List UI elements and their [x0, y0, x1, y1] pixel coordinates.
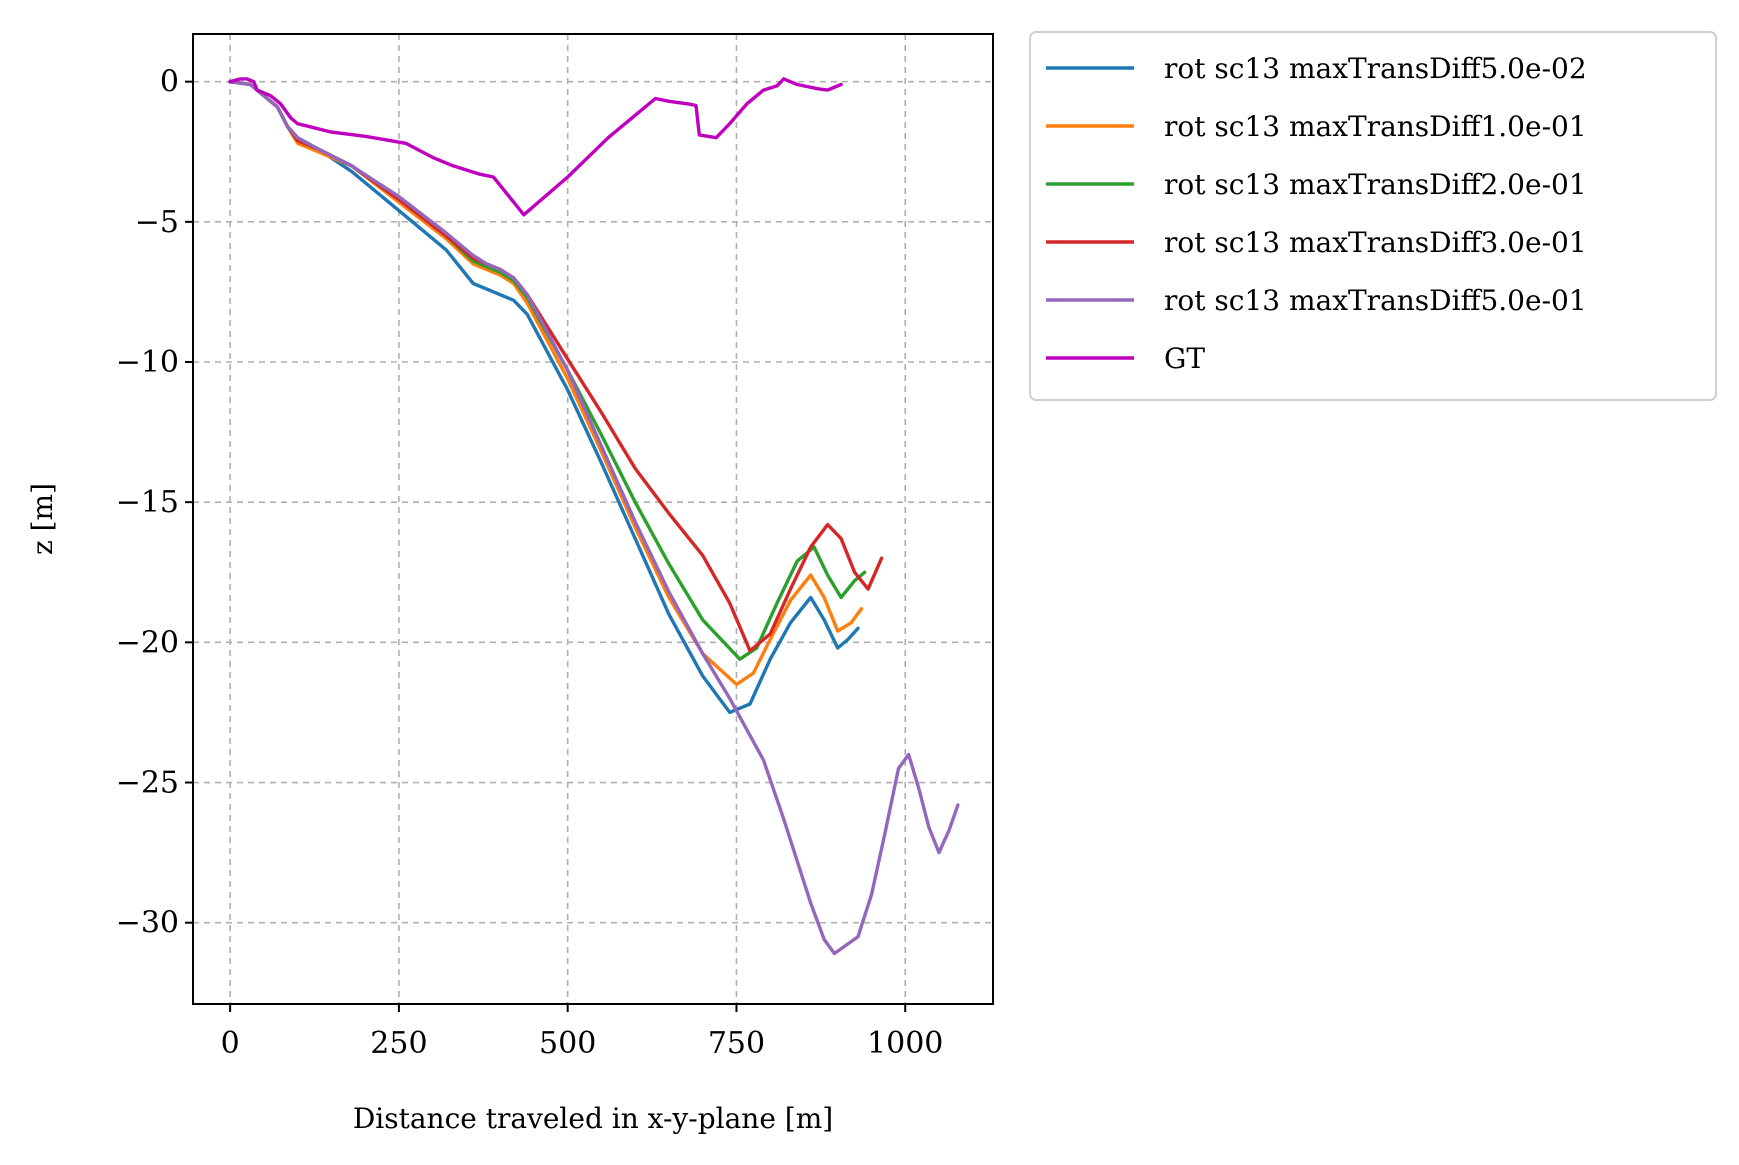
x-tick-label: 750 — [708, 1026, 765, 1061]
plot-frame — [192, 33, 994, 1005]
y-tick-label: −20 — [116, 625, 179, 660]
x-tick-label: 0 — [221, 1026, 240, 1061]
legend-label: rot sc13 maxTransDiff5.0e-01 — [1164, 284, 1587, 317]
series-line-6 — [228, 77, 843, 217]
x-tick-label: 250 — [370, 1026, 427, 1061]
grid — [193, 34, 993, 1004]
axis-ticks: 0 250 500 750 1000 0 −5 −10 −15 −20 −25 −30 — [116, 65, 944, 1061]
y-tick-label: −15 — [116, 485, 179, 520]
y-tick-label: 0 — [160, 65, 179, 100]
y-axis-label: z [m] — [26, 483, 59, 555]
legend-box — [1029, 31, 1717, 401]
x-tick-label: 500 — [539, 1026, 596, 1061]
legend-label: rot sc13 maxTransDiff5.0e-02 — [1164, 52, 1587, 85]
y-tick-label: −5 — [135, 205, 179, 240]
y-tick-label: −10 — [116, 345, 179, 380]
y-tick-label: −25 — [116, 766, 179, 801]
legend-label: rot sc13 maxTransDiff2.0e-01 — [1164, 168, 1587, 201]
series-line-5 — [228, 80, 960, 956]
y-tick-label: −30 — [116, 906, 179, 941]
x-axis-label: Distance traveled in x-y-plane [m] — [353, 1102, 833, 1135]
legend-label: rot sc13 maxTransDiff1.0e-01 — [1164, 110, 1587, 143]
plot-lines — [228, 77, 960, 956]
x-tick-label: 1000 — [867, 1026, 943, 1061]
legend-label: GT — [1164, 342, 1205, 375]
legend-label: rot sc13 maxTransDiff3.0e-01 — [1164, 226, 1587, 259]
legend: rot sc13 maxTransDiff5.0e-02 rot sc13 max… — [1029, 31, 1717, 401]
